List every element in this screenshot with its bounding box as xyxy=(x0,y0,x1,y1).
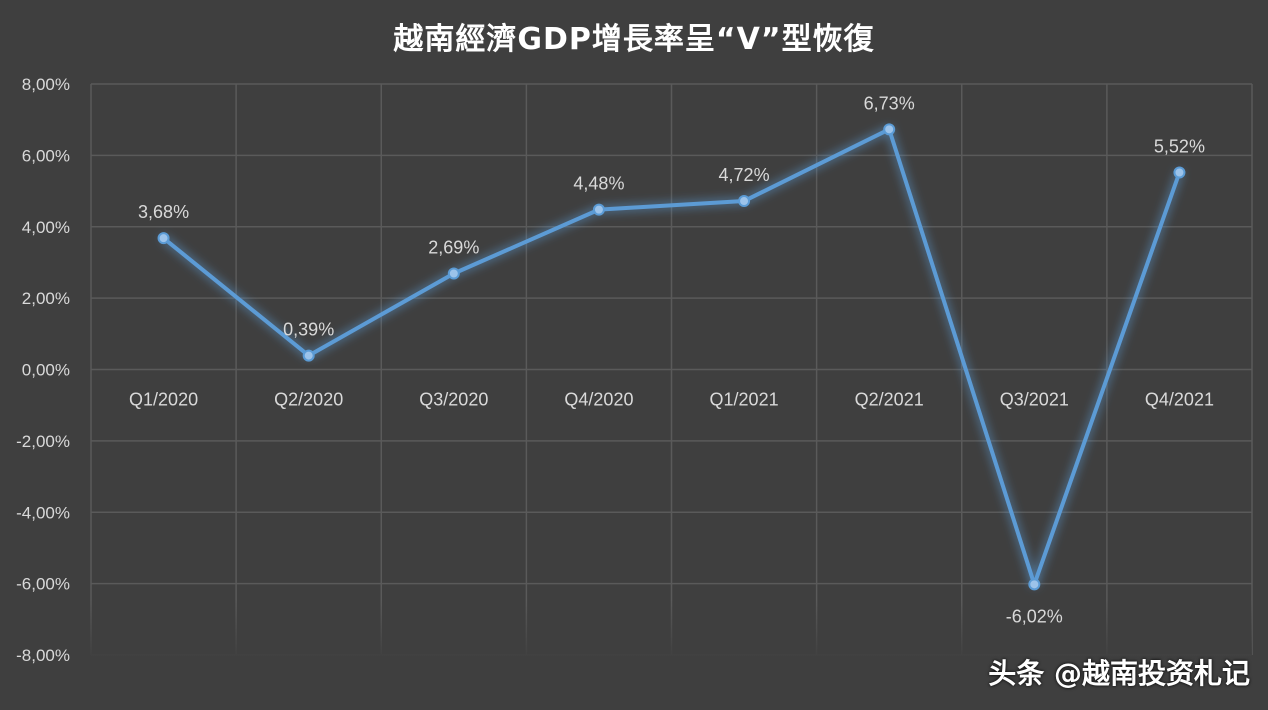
y-tick-label: -2,00% xyxy=(16,432,70,451)
chart-title: 越南經濟GDP增長率呈“V”型恢復 xyxy=(393,22,875,57)
y-axis-ticks: 8,00% 6,00% 4,00% 2,00% 0,00% -2,00% -4,00% -6,… xyxy=(16,75,70,665)
data-label: 0,39% xyxy=(283,320,334,340)
data-label: -6,02% xyxy=(1006,606,1063,626)
data-point xyxy=(302,349,315,362)
data-point xyxy=(883,123,896,136)
data-label: 4,72% xyxy=(719,165,770,185)
y-tick-label: 0,00% xyxy=(22,361,70,380)
data-point xyxy=(1173,166,1186,179)
y-tick-label: -6,00% xyxy=(16,575,70,594)
x-tick-label: Q4/2021 xyxy=(1145,390,1214,410)
y-tick-label: 4,00% xyxy=(22,218,70,237)
x-tick-label: Q1/2020 xyxy=(129,390,198,410)
data-point xyxy=(447,267,460,280)
data-labels: 3,68% 0,39% 2,69% 4,48% 4,72% 6,73% -6,02% 5,52… xyxy=(138,93,1205,626)
y-tick-label: -8,00% xyxy=(16,646,70,665)
series-gdp-growth xyxy=(157,123,1186,591)
x-tick-label: Q2/2021 xyxy=(855,390,924,410)
x-axis-ticks: Q1/2020 Q2/2020 Q3/2020 Q4/2020 Q1/2021 Q2/20… xyxy=(129,390,1214,410)
y-tick-label: 8,00% xyxy=(22,75,70,94)
data-label: 2,69% xyxy=(428,238,479,258)
y-tick-label: -4,00% xyxy=(16,503,70,522)
series-line xyxy=(161,127,1182,587)
data-point xyxy=(1028,578,1041,591)
data-label: 6,73% xyxy=(864,93,915,113)
x-tick-label: Q1/2021 xyxy=(710,390,779,410)
grid-fade xyxy=(90,600,1252,660)
data-point xyxy=(592,203,605,216)
grid xyxy=(90,83,1253,656)
data-label: 3,68% xyxy=(138,202,189,222)
data-point xyxy=(738,195,751,208)
watermark-text: 头条 @越南投资札记 xyxy=(988,657,1250,690)
data-label: 4,48% xyxy=(573,174,624,194)
x-tick-label: Q3/2021 xyxy=(1000,390,1069,410)
y-tick-label: 2,00% xyxy=(22,289,70,308)
x-tick-label: Q3/2020 xyxy=(419,390,488,410)
data-label: 5,52% xyxy=(1154,137,1205,157)
x-tick-label: Q4/2020 xyxy=(564,390,633,410)
data-point xyxy=(157,232,170,245)
x-tick-label: Q2/2020 xyxy=(274,390,343,410)
y-tick-label: 6,00% xyxy=(22,146,70,165)
